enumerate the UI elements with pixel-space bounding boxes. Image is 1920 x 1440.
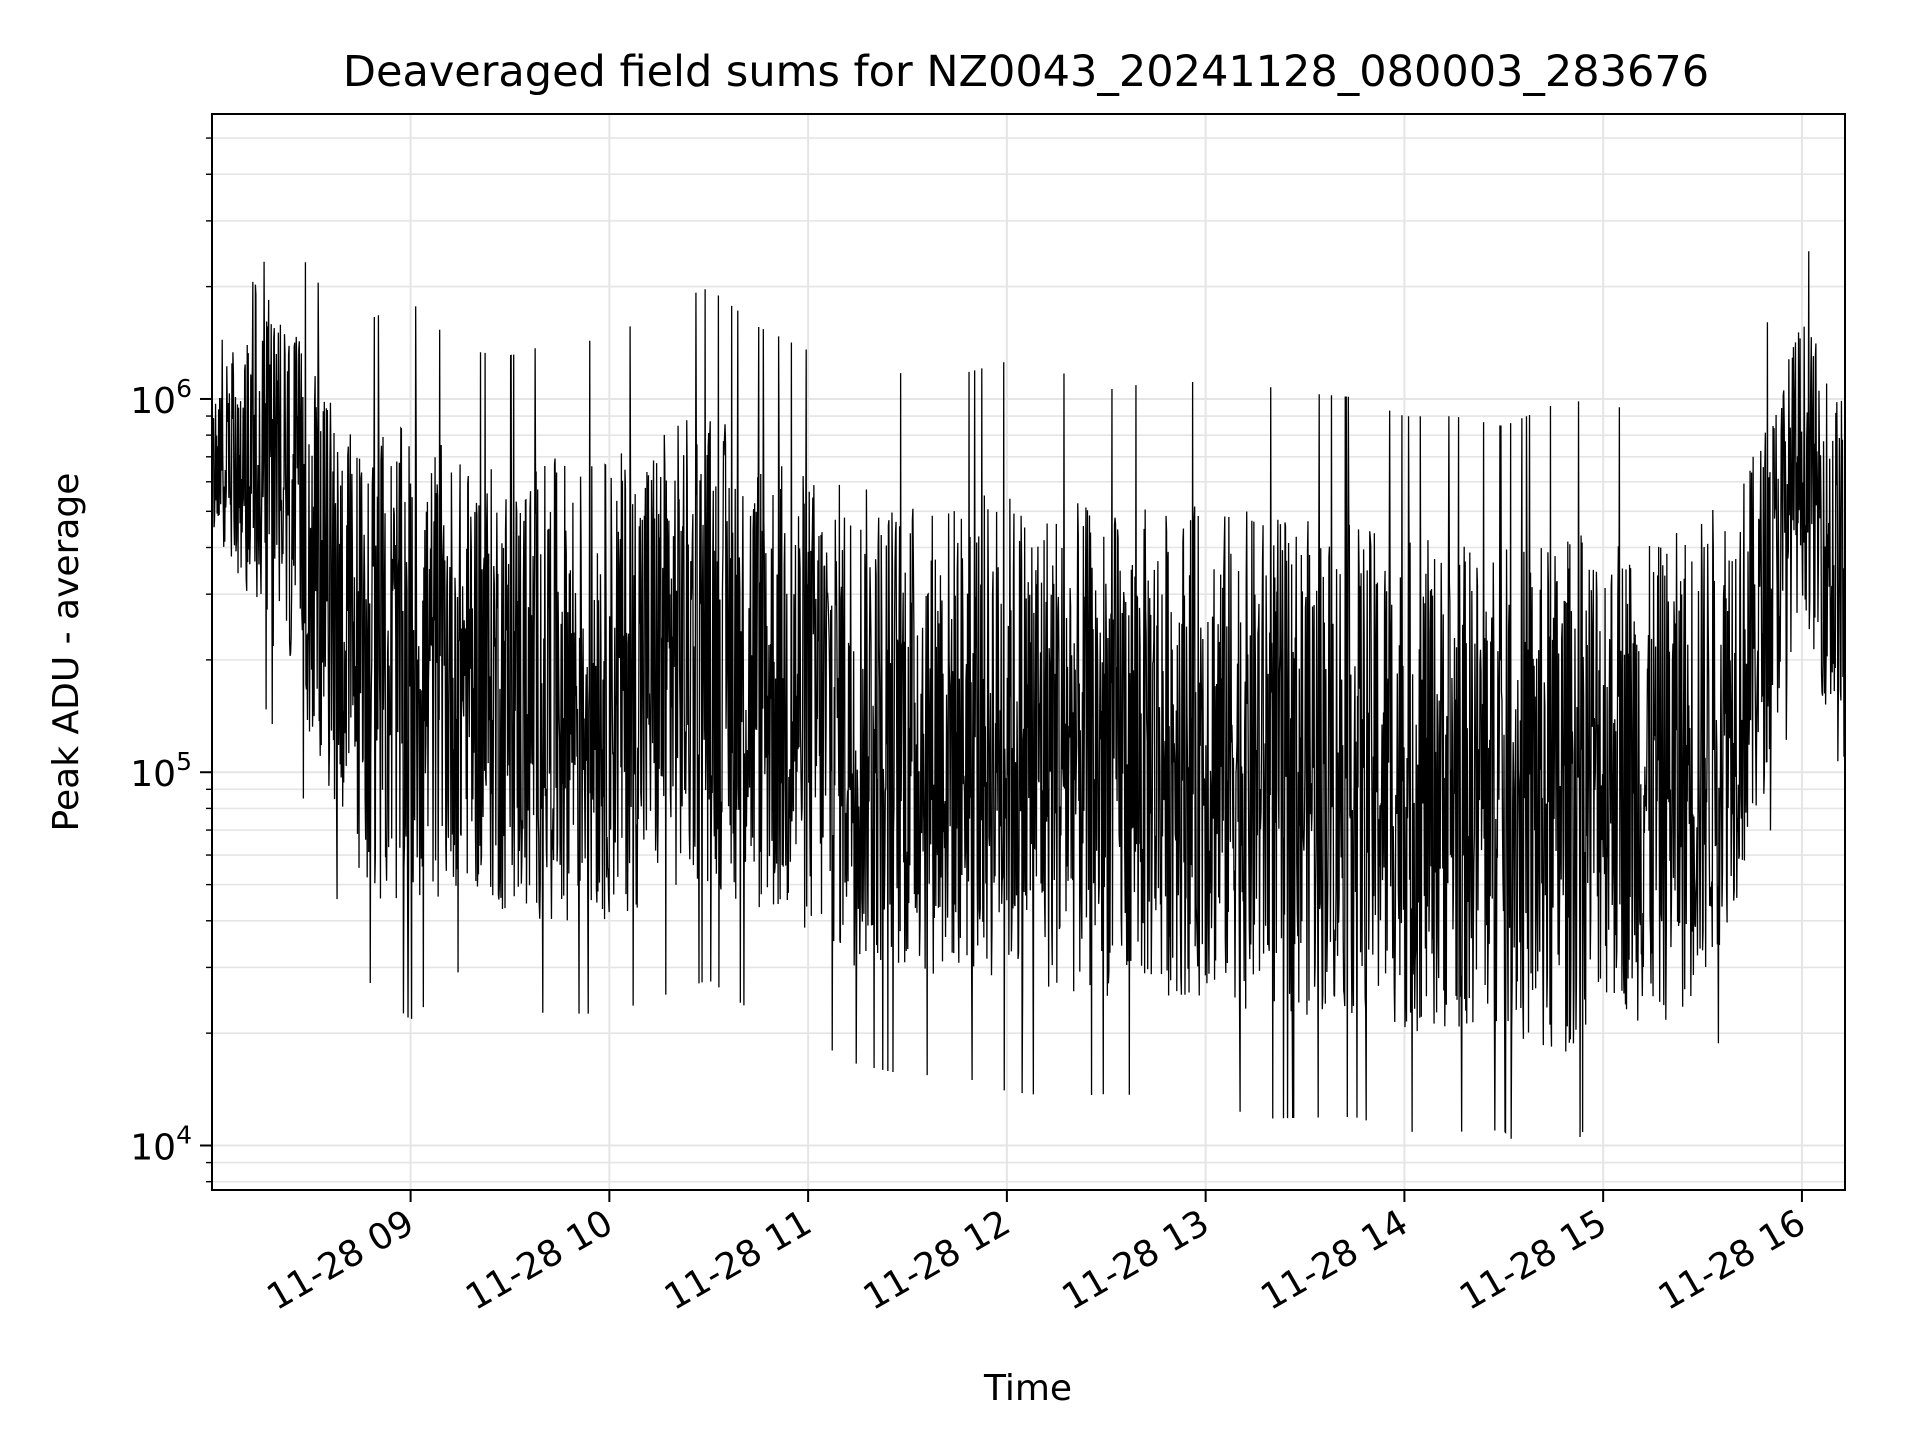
plot-frame [211, 113, 1846, 1191]
y-tick-label-base: 10 [130, 754, 176, 795]
y-tick-label-base: 10 [130, 381, 176, 422]
y-tick-label-exponent: 6 [176, 374, 192, 403]
y-tick-label: 106 [130, 374, 192, 422]
y-tick-label-exponent: 5 [176, 747, 192, 776]
y-tick-label: 104 [130, 1121, 192, 1169]
chart-title: Deaveraged field sums for NZ0043_2024112… [343, 47, 1709, 97]
y-tick-label-exponent: 4 [176, 1121, 192, 1150]
y-axis-label: Peak ADU - average [46, 473, 87, 832]
x-axis-label: Time [983, 1368, 1072, 1409]
data-line [211, 251, 1846, 1139]
series-line [211, 251, 1846, 1139]
y-tick-label-base: 10 [130, 1128, 176, 1169]
y-tick-label: 105 [130, 747, 192, 795]
